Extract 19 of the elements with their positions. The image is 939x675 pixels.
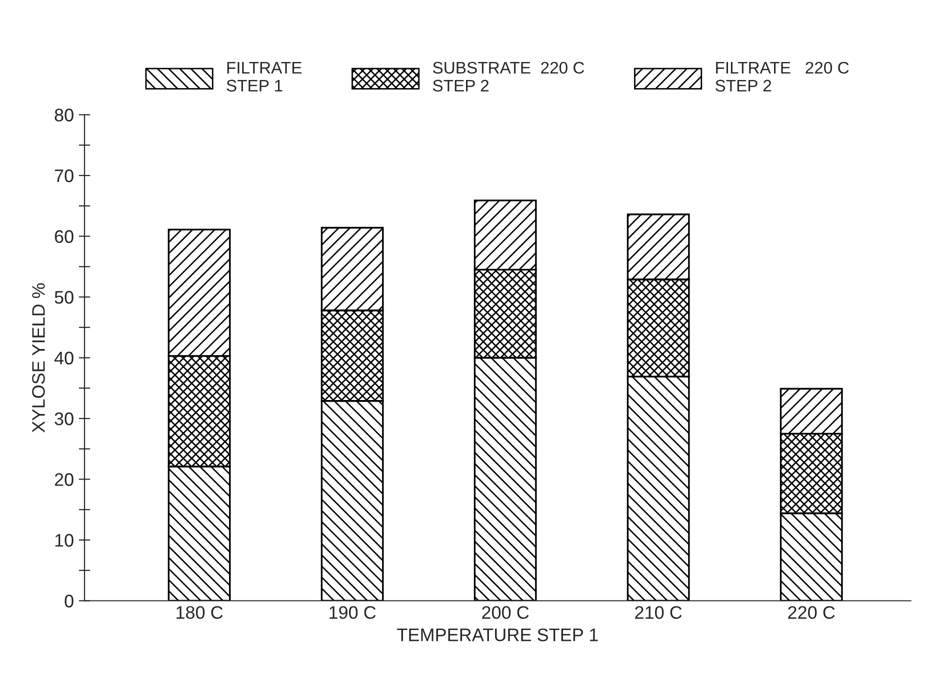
y-tick-label: 0 xyxy=(64,594,74,608)
x-tick-label: 220 C xyxy=(788,606,835,619)
x-tick-label: 210 C xyxy=(635,606,682,619)
x-tick-label: 200 C xyxy=(482,606,529,619)
y-tick-label: 10 xyxy=(55,534,74,547)
legend-label: SUBSTRATE 220 C STEP 2 xyxy=(432,62,584,92)
legend-label: FILTRATE 220 C STEP 2 xyxy=(716,62,849,92)
y-tick-label: 20 xyxy=(54,473,74,486)
y-tick-label: 30 xyxy=(54,412,74,426)
legend-label: FILTRATE STEP 1 xyxy=(226,62,302,92)
x-tick-label: 180 C xyxy=(176,606,223,619)
y-tick-label: 50 xyxy=(54,290,74,304)
x-tick-label: 190 C xyxy=(330,606,376,619)
y-tick-label: 60 xyxy=(54,230,74,243)
y-axis-title: XYLOSE YIELD % xyxy=(32,283,45,432)
y-tick-label: 70 xyxy=(54,169,74,182)
y-tick-label: 40 xyxy=(54,352,74,364)
x-axis-title: TEMPERATURE STEP 1 xyxy=(397,628,598,642)
y-tick-label: 80 xyxy=(54,108,74,122)
